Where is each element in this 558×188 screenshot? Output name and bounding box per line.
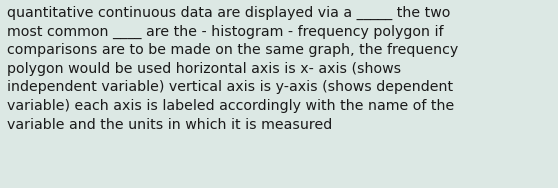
Text: quantitative continuous data are displayed via a _____ the two
most common ____ : quantitative continuous data are display… — [7, 6, 458, 132]
